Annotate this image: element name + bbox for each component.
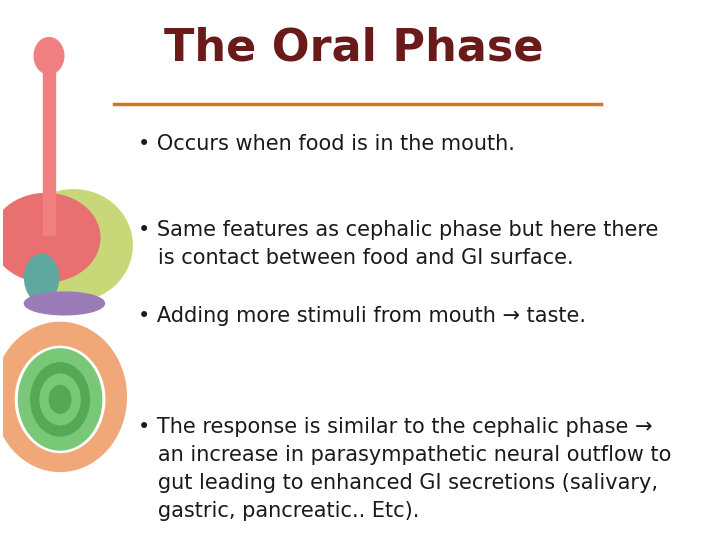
Ellipse shape bbox=[0, 193, 100, 282]
Ellipse shape bbox=[24, 254, 58, 302]
Ellipse shape bbox=[31, 363, 89, 436]
Bar bbox=[43, 56, 55, 235]
Ellipse shape bbox=[15, 190, 132, 301]
Ellipse shape bbox=[19, 349, 102, 450]
Text: • Same features as cephalic phase but here there
   is contact between food and : • Same features as cephalic phase but he… bbox=[138, 220, 659, 268]
Ellipse shape bbox=[40, 374, 80, 424]
Ellipse shape bbox=[49, 386, 71, 413]
Text: • The response is similar to the cephalic phase →
   an increase in parasympathe: • The response is similar to the cephali… bbox=[138, 417, 672, 521]
Ellipse shape bbox=[24, 292, 104, 315]
Ellipse shape bbox=[0, 322, 126, 471]
Text: • Occurs when food is in the mouth.: • Occurs when food is in the mouth. bbox=[138, 134, 516, 154]
Ellipse shape bbox=[15, 346, 105, 453]
Text: • Adding more stimuli from mouth → taste.: • Adding more stimuli from mouth → taste… bbox=[138, 306, 586, 326]
Ellipse shape bbox=[35, 38, 64, 74]
Text: The Oral Phase: The Oral Phase bbox=[164, 27, 544, 70]
Ellipse shape bbox=[30, 197, 92, 273]
